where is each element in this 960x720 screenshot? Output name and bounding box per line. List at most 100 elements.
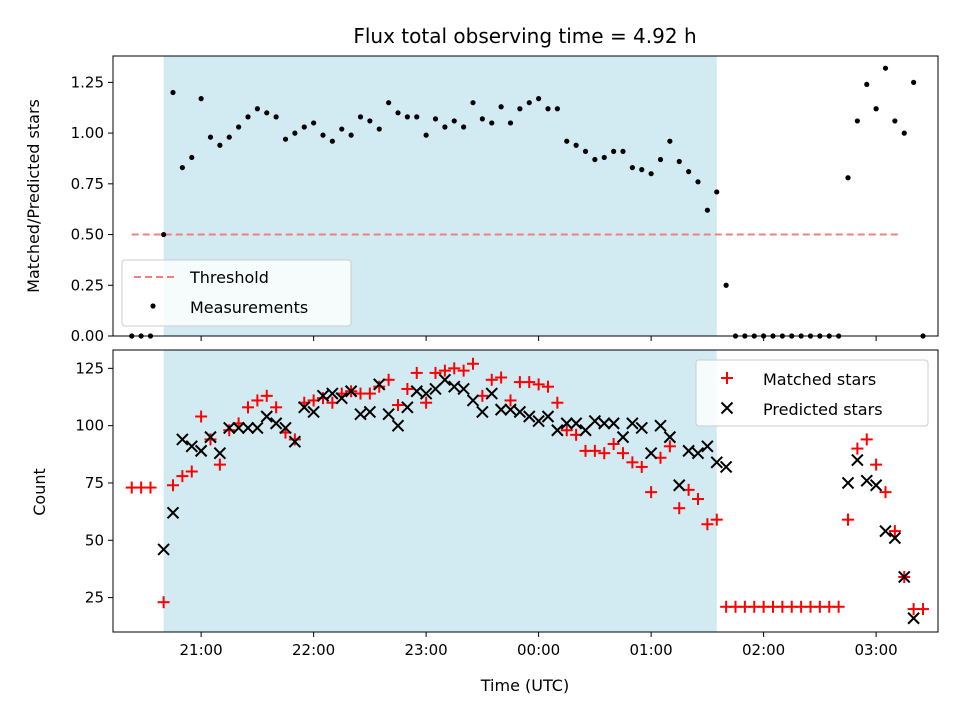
predicted-star-point bbox=[663, 430, 677, 444]
measurement-point bbox=[911, 79, 917, 85]
measurement-point bbox=[892, 118, 898, 124]
matched-star-point bbox=[438, 364, 451, 377]
predicted-star-point bbox=[316, 389, 330, 403]
measurement-point bbox=[301, 124, 307, 130]
predicted-star-point bbox=[419, 387, 433, 400]
predicted-star-point bbox=[260, 410, 273, 423]
measurement-point bbox=[264, 110, 270, 116]
predicted-star-point bbox=[298, 401, 311, 414]
predicted-star-point bbox=[598, 417, 611, 430]
predicted-star-point bbox=[373, 378, 386, 391]
x-tick-label: 01:00 bbox=[630, 641, 673, 659]
predicted-star-point bbox=[494, 403, 508, 416]
predicted-star-point bbox=[241, 421, 255, 435]
predicted-star-point bbox=[401, 401, 414, 414]
matched-star-point bbox=[167, 479, 179, 492]
top-legend-box bbox=[121, 259, 352, 327]
measurement-point bbox=[367, 118, 373, 124]
measurement-point bbox=[254, 106, 260, 112]
predicted-star-point bbox=[438, 373, 452, 387]
predicted-star-point bbox=[644, 446, 658, 460]
predicted-star-point bbox=[307, 405, 320, 419]
legend-matched-swatch bbox=[721, 372, 733, 384]
measurement-point bbox=[489, 120, 495, 126]
measurement-point bbox=[414, 114, 420, 120]
matched-star-point bbox=[870, 458, 883, 471]
matched-star-point bbox=[448, 362, 461, 375]
measurement-point bbox=[526, 100, 532, 106]
predicted-star-point bbox=[232, 421, 245, 435]
matched-star-point bbox=[617, 447, 629, 460]
matched-star-point bbox=[195, 410, 208, 423]
predicted-star-point bbox=[457, 382, 470, 396]
measurement-point bbox=[329, 138, 335, 144]
measurement-point bbox=[432, 116, 439, 122]
matched-star-point bbox=[673, 502, 686, 515]
x-axis-label: Time (UTC) bbox=[480, 676, 569, 695]
matched-star-point bbox=[176, 470, 189, 483]
measurement-point bbox=[207, 134, 214, 140]
measurement-point bbox=[901, 130, 907, 136]
bottom-legend-box bbox=[695, 359, 929, 427]
matched-star-point bbox=[410, 366, 423, 379]
y-tick-label: 50 bbox=[85, 531, 104, 549]
matched-star-point bbox=[635, 460, 648, 473]
predicted-star-point bbox=[157, 543, 170, 556]
measurement-point bbox=[554, 106, 560, 112]
x-tick-label: 03:00 bbox=[855, 641, 898, 659]
bottom-x-ticks: 21:00 22:00 23:00 00:00 01:00 02:00 03:00 bbox=[180, 632, 898, 659]
y-tick-label: 0.00 bbox=[71, 327, 104, 345]
predicted-star-point bbox=[541, 410, 555, 423]
predicted-star-point bbox=[344, 385, 358, 398]
matched-star-point bbox=[598, 447, 611, 460]
measurement-point bbox=[404, 114, 410, 120]
top-y-axis-label: Matched/Predicted stars bbox=[24, 99, 43, 293]
measurement-point bbox=[451, 118, 457, 124]
predicted-star-point bbox=[898, 570, 911, 584]
predicted-star-point bbox=[504, 403, 517, 416]
observing-window-shade-bottom bbox=[163, 350, 717, 632]
matched-star-point bbox=[917, 603, 929, 616]
predicted-star-point bbox=[466, 394, 480, 407]
matched-star-point bbox=[185, 465, 198, 478]
matched-star-point bbox=[260, 389, 273, 402]
predicted-star-point bbox=[476, 405, 489, 419]
predicted-star-point bbox=[560, 417, 573, 430]
y-tick-label: 0.25 bbox=[71, 276, 104, 294]
matched-star-point bbox=[363, 387, 376, 400]
matched-star-point bbox=[373, 380, 386, 393]
predicted-star-point bbox=[523, 410, 536, 423]
measurement-point bbox=[545, 106, 551, 112]
matched-star-point bbox=[663, 440, 676, 453]
predicted-star-point bbox=[635, 421, 648, 435]
matched-star-point bbox=[551, 396, 564, 409]
y-tick-label: 100 bbox=[75, 417, 104, 435]
legend-threshold-label: Threshold bbox=[189, 268, 269, 287]
top-y-ticks: 0.00 0.25 0.50 0.75 1.00 1.25 bbox=[71, 73, 113, 345]
predicted-star-point bbox=[363, 405, 377, 419]
top-axes-frame bbox=[112, 55, 939, 337]
predicted-star-point bbox=[448, 380, 461, 393]
matched-star-point bbox=[879, 486, 892, 499]
measurement-point bbox=[479, 116, 485, 122]
matched-star-point bbox=[457, 364, 470, 377]
x-tick-label: 22:00 bbox=[292, 641, 335, 659]
measurement-point bbox=[723, 282, 729, 288]
measurement-point bbox=[357, 114, 364, 120]
measurement-point bbox=[695, 179, 701, 185]
y-tick-label: 0.50 bbox=[71, 226, 104, 244]
top-legend: Threshold Measurements bbox=[121, 259, 352, 327]
predicted-star-point bbox=[626, 417, 639, 430]
matched-star-point bbox=[523, 376, 536, 389]
matched-star-point bbox=[504, 394, 517, 407]
top-panel: Flux total observing time = 4.92 h 0.000… bbox=[24, 24, 939, 345]
matched-star-point bbox=[270, 401, 283, 414]
matched-star-point bbox=[251, 394, 264, 407]
bottom-panel: 25 50 75 100 125 21:00 22:00 23:00 00:00 01:00 02… bbox=[30, 349, 939, 695]
measurement-point bbox=[564, 138, 570, 144]
predicted-star-point bbox=[719, 460, 733, 474]
measurement-point bbox=[470, 100, 476, 106]
predicted-star-point bbox=[879, 524, 892, 538]
measurement-point bbox=[179, 164, 185, 171]
